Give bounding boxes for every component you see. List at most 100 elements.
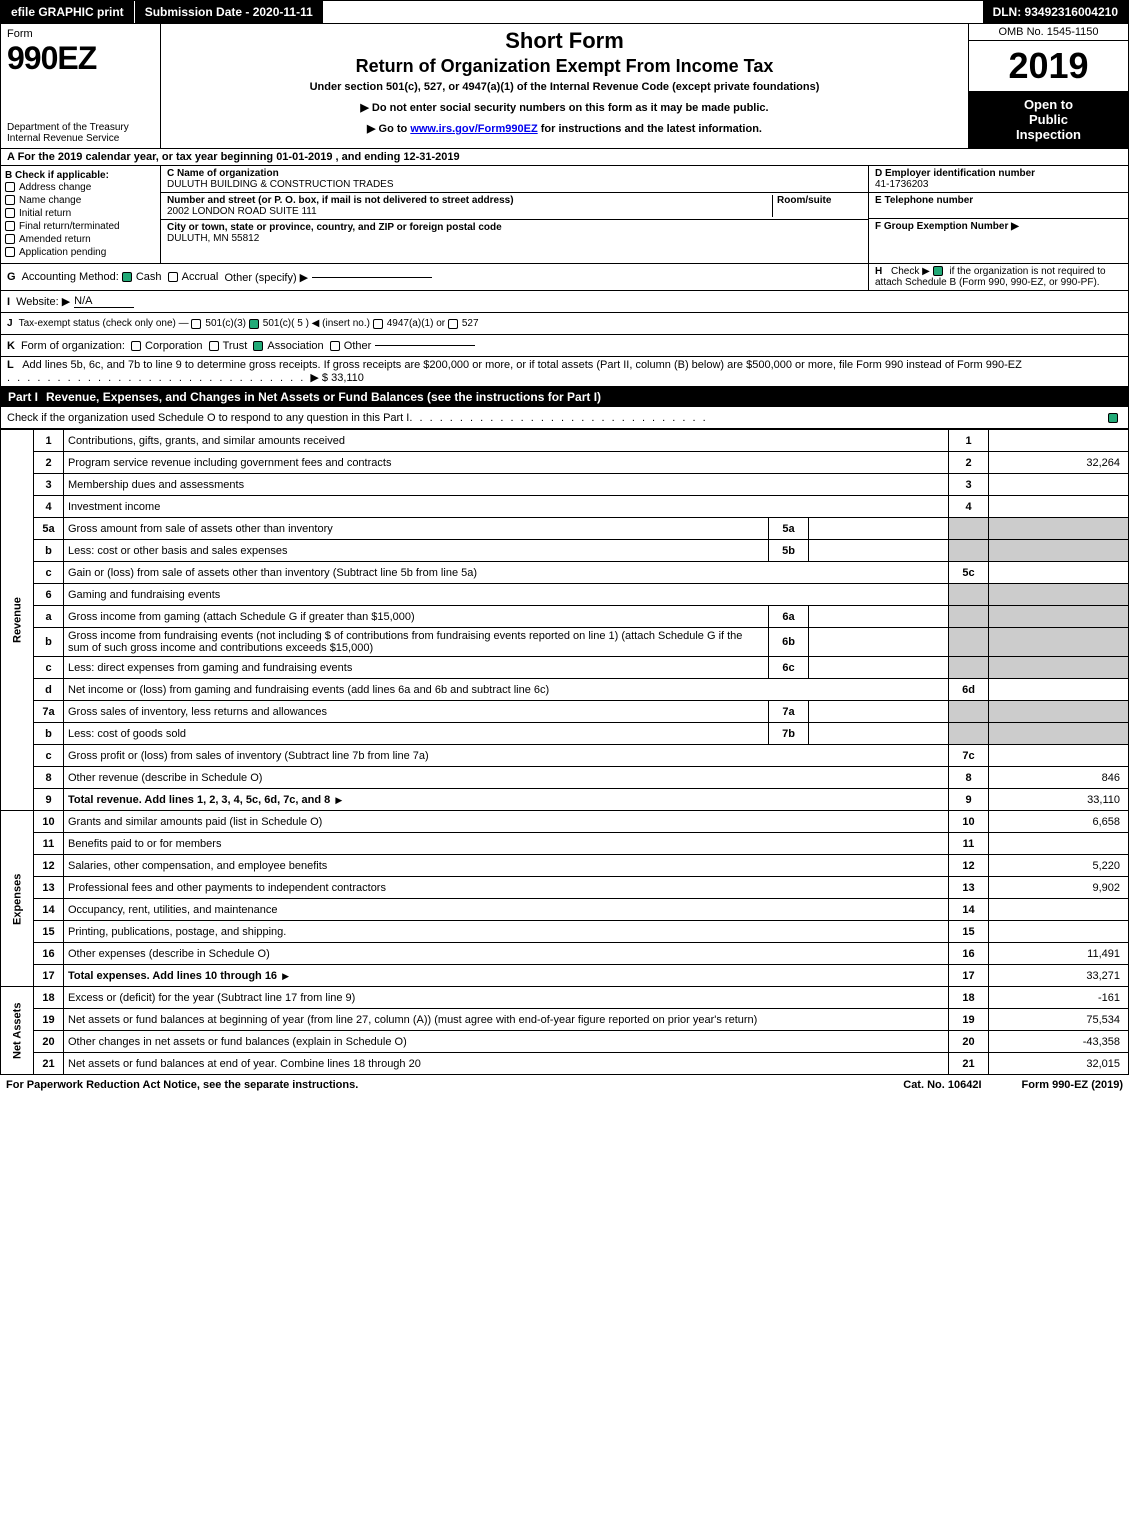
row-i: I Website: ▶ N/A [0,291,1129,313]
checkbox-h-icon[interactable] [933,266,943,276]
city-value: DULUTH, MN 55812 [167,233,259,244]
line-20: 20 Other changes in net assets or fund b… [1,1031,1129,1053]
box-def: D Employer identification number 41-1736… [868,166,1128,263]
checkbox-cash-icon[interactable] [122,272,132,282]
line-num: 4 [34,496,64,518]
g-accrual: Accrual [182,271,219,283]
line-val: 32,264 [989,452,1129,474]
j-o3: 4947(a)(1) or [387,318,445,329]
line-ref: 18 [949,987,989,1009]
opt-application-pending[interactable]: Application pending [5,246,156,259]
line-15: 15 Printing, publications, postage, and … [1,921,1129,943]
mini-ref: 6a [769,606,809,628]
mini-ref: 7b [769,723,809,745]
line-ref: 17 [949,965,989,987]
grey-cell [989,701,1129,723]
checkbox-schedule-o-icon[interactable] [1108,413,1118,423]
checkbox-4947-icon[interactable] [373,319,383,329]
line-num: b [34,723,64,745]
footer-left: For Paperwork Reduction Act Notice, see … [6,1079,903,1091]
line-6d: d Net income or (loss) from gaming and f… [1,679,1129,701]
expenses-vlabel: Expenses [1,811,34,987]
netassets-vlabel: Net Assets [1,987,34,1075]
ein-label: D Employer identification number [875,168,1035,179]
line-ref: 19 [949,1009,989,1031]
checkbox-assoc-icon[interactable] [253,341,263,351]
line-num: 21 [34,1053,64,1075]
line-num: 14 [34,899,64,921]
line-desc: Investment income [68,501,160,513]
checkbox-icon[interactable] [5,247,15,257]
mini-ref: 6c [769,657,809,679]
opt-final-return[interactable]: Final return/terminated [5,220,156,233]
line-10: Expenses 10 Grants and similar amounts p… [1,811,1129,833]
grey-cell [949,518,989,540]
other-input-line[interactable] [312,277,432,278]
checkbox-icon[interactable] [5,221,15,231]
grey-cell [949,657,989,679]
opt-address-change[interactable]: Address change [5,181,156,194]
checkbox-501c-icon[interactable] [249,319,259,329]
checkbox-501c3-icon[interactable] [191,319,201,329]
g-other: Other (specify) ▶ [224,271,308,284]
opt-name-change[interactable]: Name change [5,194,156,207]
line-ref: 5c [949,562,989,584]
line-num: 17 [34,965,64,987]
checkbox-527-icon[interactable] [448,319,458,329]
line-ref: 15 [949,921,989,943]
subtitle: Under section 501(c), 527, or 4947(a)(1)… [169,81,960,93]
arrow-icon [333,794,344,806]
g-text: Accounting Method: [22,271,119,283]
line-num: 6 [34,584,64,606]
irs-link[interactable]: www.irs.gov/Form990EZ [410,123,537,135]
checkbox-corp-icon[interactable] [131,341,141,351]
mini-ref: 5b [769,540,809,562]
inspect-2: Public [1029,112,1068,127]
omb-number: OMB No. 1545-1150 [969,24,1128,41]
opt-amended-return[interactable]: Amended return [5,233,156,246]
part-i-check-row: Check if the organization used Schedule … [0,407,1129,429]
line-17: 17 Total expenses. Add lines 10 through … [1,965,1129,987]
grey-cell [949,540,989,562]
line-desc: Benefits paid to or for members [68,838,221,850]
line-ref: 9 [949,789,989,811]
k-other-line[interactable] [375,345,475,346]
checkbox-accrual-icon[interactable] [168,272,178,282]
line-val [989,562,1129,584]
mini-val [809,701,949,723]
inspect-3: Inspection [1016,127,1081,142]
line-2: 2 Program service revenue including gove… [1,452,1129,474]
checkbox-icon[interactable] [5,195,15,205]
k-o1: Corporation [145,340,202,352]
k-text: Form of organization: [21,340,125,352]
line-val: 33,271 [989,965,1129,987]
h-text1: Check ▶ [891,266,930,277]
line-num: 20 [34,1031,64,1053]
line-desc: Gain or (loss) from sale of assets other… [68,567,477,579]
row-h-box: H Check ▶ if the organization is not req… [868,264,1128,290]
checkbox-icon[interactable] [5,182,15,192]
grey-cell [949,701,989,723]
opt-text: Application pending [19,247,106,258]
checkbox-other-icon[interactable] [330,341,340,351]
line-desc: Printing, publications, postage, and shi… [68,926,286,938]
opt-text: Address change [19,182,91,193]
row-j: J Tax-exempt status (check only one) — 5… [0,313,1129,335]
box-b-label: B Check if applicable: [5,170,156,181]
opt-initial-return[interactable]: Initial return [5,207,156,220]
checkbox-icon[interactable] [5,208,15,218]
line-num: 5a [34,518,64,540]
line-7a: 7a Gross sales of inventory, less return… [1,701,1129,723]
line-num: 19 [34,1009,64,1031]
checkbox-trust-icon[interactable] [209,341,219,351]
line-desc: Gross income from gaming (attach Schedul… [68,611,415,623]
j-lead: J [7,318,13,329]
part-i-check-text: Check if the organization used Schedule … [7,412,409,424]
line-num: 16 [34,943,64,965]
line-val: 75,534 [989,1009,1129,1031]
checkbox-icon[interactable] [5,234,15,244]
box-b: B Check if applicable: Address change Na… [1,166,161,263]
street-cell: Number and street (or P. O. box, if mail… [161,193,868,220]
efile-print-button[interactable]: efile GRAPHIC print [1,1,135,23]
part-i-num: Part I [8,390,46,404]
